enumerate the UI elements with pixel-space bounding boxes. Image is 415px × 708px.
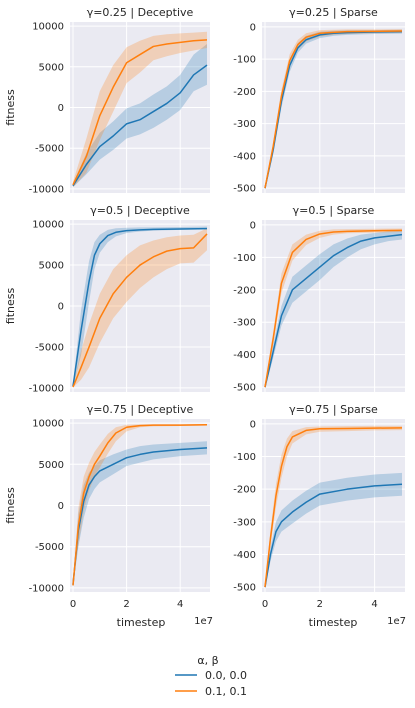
legend-title: α, β <box>197 654 218 667</box>
series-line-1 <box>264 30 403 189</box>
y-tick-label: -300 <box>233 318 256 329</box>
y-tick-label: -5000 <box>35 144 64 155</box>
y-tick-label: -100 <box>233 253 256 264</box>
plot-background <box>262 419 405 592</box>
series-line-1 <box>264 427 403 588</box>
panel-title: γ=0.75 | Sparse <box>289 403 378 416</box>
confidence-band-1 <box>73 31 207 188</box>
plot-background <box>262 22 405 193</box>
panel-5: -500 -400 -300 -200 -100 0 0 2 4 γ=0.75 | Sparse <box>233 403 405 610</box>
y-tick-label: 0 <box>58 501 64 512</box>
x-tick-label: 2 <box>317 599 323 610</box>
x-axis-label-left: timestep <box>117 616 166 629</box>
y-tick-label: -5000 <box>35 542 64 553</box>
y-tick-label: 5000 <box>39 460 64 471</box>
series-line-1 <box>72 233 208 388</box>
y-tick-label: -400 <box>233 151 256 162</box>
y-tick-label: 10000 <box>32 220 64 231</box>
confidence-band-0 <box>265 230 402 389</box>
y-tick-label: 0 <box>250 419 256 430</box>
legend-label-0: 0.0, 0.0 <box>205 669 247 682</box>
series-line-0 <box>72 227 208 387</box>
y-axis-label: fitness <box>4 89 17 126</box>
y-tick-label: 5000 <box>39 62 64 73</box>
y-axis-label: fitness <box>4 487 17 524</box>
y-tick-label: 0 <box>58 103 64 114</box>
x-offset-right: 1e7 <box>387 616 406 627</box>
y-tick-label: -500 <box>233 184 256 195</box>
confidence-band-1 <box>73 228 207 388</box>
y-tick-label: -200 <box>233 485 256 496</box>
y-tick-label: 10000 <box>32 419 64 430</box>
panel-1: -500 -400 -300 -200 -100 0 γ=0.25 | Sparse <box>233 6 405 195</box>
y-tick-label: 0 <box>250 220 256 231</box>
x-axis-label-right: timestep <box>309 616 358 629</box>
y-tick-label: -5000 <box>35 342 64 353</box>
y-tick-label: -400 <box>233 350 256 361</box>
y-tick-label: 10000 <box>32 22 64 33</box>
y-tick-label: 5000 <box>39 261 64 272</box>
series-line-0 <box>72 64 208 187</box>
x-tick-label: 0 <box>262 599 268 610</box>
confidence-band-0 <box>73 43 207 188</box>
confidence-band-0 <box>265 472 402 589</box>
series-line-0 <box>264 233 403 388</box>
y-tick-label: 0 <box>58 302 64 313</box>
series-line-1 <box>264 229 403 388</box>
panel-0: -10000 -5000 0 5000 10000 γ=0.25 | Deceptive f… <box>4 6 210 195</box>
panel-4: -10000 -5000 0 5000 10000 0 2 4 γ=0.75 | Decepti… <box>4 403 210 610</box>
x-offset-left: 1e7 <box>194 616 213 627</box>
y-tick-label: -500 <box>233 383 256 394</box>
y-tick-label: 0 <box>250 22 256 33</box>
legend: α, β 0.0, 0.0 0.1, 0.1 <box>175 654 247 698</box>
y-tick-label: -10000 <box>29 583 64 594</box>
confidence-band-0 <box>73 441 207 587</box>
x-tick-label: 4 <box>177 599 183 610</box>
y-tick-label: -200 <box>233 87 256 98</box>
series-line-1 <box>72 39 208 186</box>
panel-title: γ=0.5 | Sparse <box>293 204 375 217</box>
legend-label-1: 0.1, 0.1 <box>205 685 247 698</box>
panel-3: -500 -400 -300 -200 -100 0 γ=0.5 | Sparse <box>233 204 405 394</box>
series-line-1 <box>72 424 208 586</box>
panel-title: γ=0.5 | Deceptive <box>90 204 190 217</box>
panel-title: γ=0.25 | Deceptive <box>87 6 194 19</box>
panel-title: γ=0.75 | Deceptive <box>87 403 194 416</box>
y-axis-label: fitness <box>4 288 17 325</box>
panel-2: -10000 -5000 0 5000 10000 γ=0.5 | Deceptive fi… <box>4 204 210 394</box>
y-tick-label: -400 <box>233 550 256 561</box>
y-tick-label: -100 <box>233 452 256 463</box>
x-tick-label: 4 <box>371 599 377 610</box>
y-tick-label: -100 <box>233 55 256 66</box>
series-line-0 <box>264 483 403 588</box>
series-line-0 <box>72 447 208 585</box>
panel-title: γ=0.25 | Sparse <box>289 6 378 19</box>
y-tick-label: -500 <box>233 583 256 594</box>
y-tick-label: -200 <box>233 285 256 296</box>
x-tick-label: 0 <box>70 599 76 610</box>
y-tick-label: -300 <box>233 517 256 528</box>
y-tick-label: -10000 <box>29 383 64 394</box>
y-tick-label: -300 <box>233 119 256 130</box>
y-tick-label: -10000 <box>29 184 64 195</box>
x-tick-label: 2 <box>123 599 129 610</box>
